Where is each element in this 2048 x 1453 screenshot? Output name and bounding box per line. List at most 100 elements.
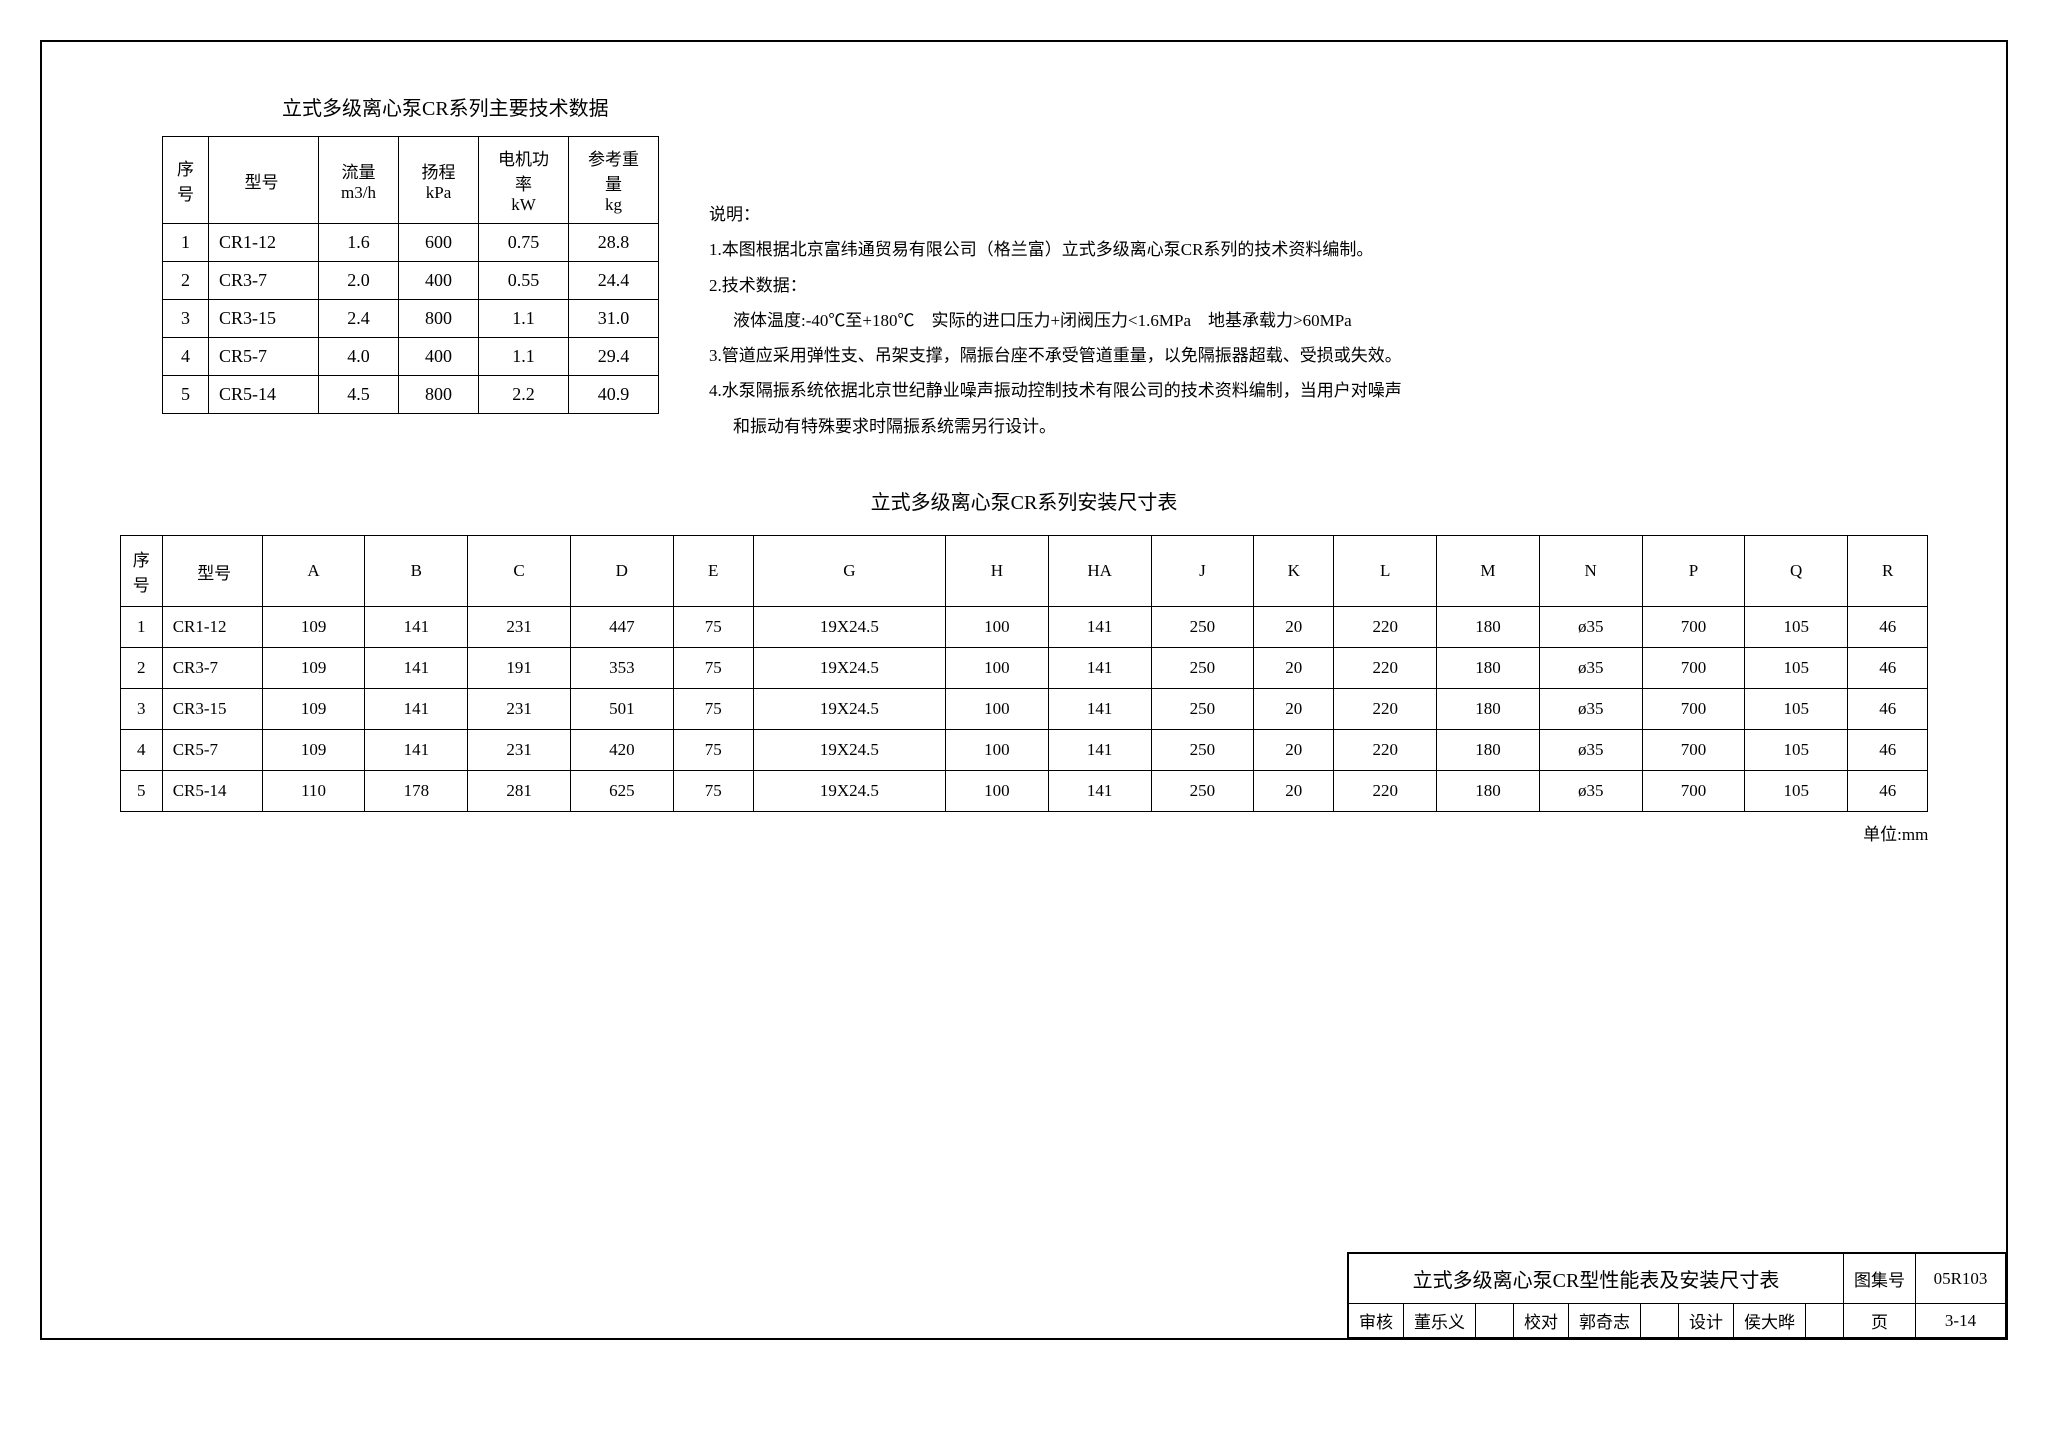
table-cell: 1 — [120, 607, 162, 648]
table-cell: 105 — [1745, 771, 1848, 812]
table-cell: 1 — [163, 224, 209, 262]
note-4: 4.水泵隔振系统依据北京世纪静业噪声振动控制技术有限公司的技术资料编制，当用户对… — [709, 375, 1966, 407]
sheji-sign — [1806, 1304, 1844, 1338]
dim-col-header: E — [673, 536, 753, 607]
table-cell: 100 — [946, 730, 1049, 771]
table-row: 2CR3-71091411913537519X24.51001412502022… — [120, 648, 1928, 689]
table-row: 4CR5-71091412314207519X24.51001412502022… — [120, 730, 1928, 771]
table-cell: 20 — [1254, 730, 1334, 771]
dim-col-header: C — [468, 536, 571, 607]
table-cell: 75 — [673, 689, 753, 730]
title-block-row1: 立式多级离心泵CR型性能表及安装尺寸表 图集号 05R103 — [1348, 1253, 2006, 1304]
table-cell: CR3-15 — [162, 689, 262, 730]
table-cell: 105 — [1745, 689, 1848, 730]
table-cell: 109 — [262, 689, 365, 730]
note-1: 1.本图根据北京富纬通贸易有限公司（格兰富）立式多级离心泵CR系列的技术资料编制… — [709, 234, 1966, 266]
note-3: 3.管道应采用弹性支、吊架支撑，隔振台座不承受管道重量，以免隔振器超载、受损或失… — [709, 340, 1966, 372]
jiaodui-label: 校对 — [1514, 1304, 1569, 1338]
sheji-name: 侯大晔 — [1734, 1304, 1806, 1338]
notes-heading: 说明： — [709, 199, 1966, 231]
table-cell: 2.4 — [319, 300, 399, 338]
dim-col-header: H — [946, 536, 1049, 607]
table-cell: 105 — [1745, 648, 1848, 689]
table-row: 5CR5-144.58002.240.9 — [163, 376, 659, 414]
top-section: 序号 型号 流量 m3/h 扬程 kPa 电机功率 kW 参考重量 kg 1CR… — [82, 136, 1966, 446]
dim-header-row: 序号型号ABCDEGHHAJKLMNPQR — [120, 536, 1928, 607]
table-cell: 19X24.5 — [753, 648, 945, 689]
table-cell: 191 — [468, 648, 571, 689]
drawing-title: 立式多级离心泵CR型性能表及安装尺寸表 — [1348, 1253, 1844, 1304]
table-cell: 800 — [399, 300, 479, 338]
table-cell: 231 — [468, 607, 571, 648]
dim-col-header: K — [1254, 536, 1334, 607]
title-block: 立式多级离心泵CR型性能表及安装尺寸表 图集号 05R103 审核 董乐义 校对… — [1347, 1252, 2006, 1338]
table-cell: ø35 — [1539, 648, 1642, 689]
col-weight: 参考重量 kg — [569, 137, 659, 224]
table-cell: 75 — [673, 771, 753, 812]
table-cell: 40.9 — [569, 376, 659, 414]
dim-col-header: L — [1334, 536, 1437, 607]
unit-label: 单位:mm — [120, 820, 1929, 845]
table-cell: 800 — [399, 376, 479, 414]
table-cell: 31.0 — [569, 300, 659, 338]
table-cell: CR5-7 — [162, 730, 262, 771]
dim-col-header: G — [753, 536, 945, 607]
table-cell: 100 — [946, 771, 1049, 812]
table-cell: 700 — [1642, 771, 1745, 812]
table-cell: 20 — [1254, 607, 1334, 648]
table-cell: 5 — [120, 771, 162, 812]
table-cell: 19X24.5 — [753, 607, 945, 648]
table-cell: 100 — [946, 689, 1049, 730]
dim-col-header: N — [1539, 536, 1642, 607]
table-cell: 141 — [365, 730, 468, 771]
page-label: 页 — [1844, 1304, 1916, 1338]
table-cell: 231 — [468, 689, 571, 730]
sheji-label: 设计 — [1679, 1304, 1734, 1338]
table-cell: ø35 — [1539, 730, 1642, 771]
table-cell: 75 — [673, 648, 753, 689]
table-cell: 20 — [1254, 771, 1334, 812]
table-cell: CR3-15 — [209, 300, 319, 338]
table-cell: 700 — [1642, 689, 1745, 730]
dim-col-header: D — [570, 536, 673, 607]
table-cell: 700 — [1642, 648, 1745, 689]
table-cell: 75 — [673, 730, 753, 771]
table-cell: 2.2 — [479, 376, 569, 414]
table-cell: ø35 — [1539, 771, 1642, 812]
jiaodui-sign — [1641, 1304, 1679, 1338]
table-cell: 501 — [570, 689, 673, 730]
page-border: 立式多级离心泵CR系列主要技术数据 序号 型号 流量 m3/h 扬程 kPa 电… — [40, 40, 2008, 1340]
col-power: 电机功率 kW — [479, 137, 569, 224]
tech-table-title: 立式多级离心泵CR系列主要技术数据 — [282, 92, 1966, 121]
table-row: 2CR3-72.04000.5524.4 — [163, 262, 659, 300]
shenhe-name: 董乐义 — [1404, 1304, 1476, 1338]
col-model: 型号 — [209, 137, 319, 224]
table-cell: 180 — [1437, 648, 1540, 689]
table-cell: 141 — [365, 689, 468, 730]
tech-table-body: 1CR1-121.66000.7528.82CR3-72.04000.5524.… — [163, 224, 659, 414]
table-cell: 75 — [673, 607, 753, 648]
dim-col-header: R — [1848, 536, 1928, 607]
table-cell: 220 — [1334, 771, 1437, 812]
table-cell: 100 — [946, 648, 1049, 689]
table-cell: CR3-7 — [209, 262, 319, 300]
table-cell: 250 — [1151, 771, 1254, 812]
table-cell: 141 — [1048, 607, 1151, 648]
table-cell: 250 — [1151, 689, 1254, 730]
dimension-table: 序号型号ABCDEGHHAJKLMNPQR 1CR1-1210914123144… — [120, 535, 1929, 812]
dim-col-header: M — [1437, 536, 1540, 607]
table-cell: ø35 — [1539, 607, 1642, 648]
table-cell: 4 — [120, 730, 162, 771]
table-cell: 353 — [570, 648, 673, 689]
table-row: 3CR3-152.48001.131.0 — [163, 300, 659, 338]
table-cell: 109 — [262, 648, 365, 689]
table-cell: 100 — [946, 607, 1049, 648]
table-row: 1CR1-121.66000.7528.8 — [163, 224, 659, 262]
table-cell: 600 — [399, 224, 479, 262]
shenhe-sign — [1476, 1304, 1514, 1338]
table-cell: 420 — [570, 730, 673, 771]
table-cell: 141 — [1048, 730, 1151, 771]
table-cell: 1.1 — [479, 300, 569, 338]
table-cell: 281 — [468, 771, 571, 812]
tech-data-table: 序号 型号 流量 m3/h 扬程 kPa 电机功率 kW 参考重量 kg 1CR… — [162, 136, 659, 414]
